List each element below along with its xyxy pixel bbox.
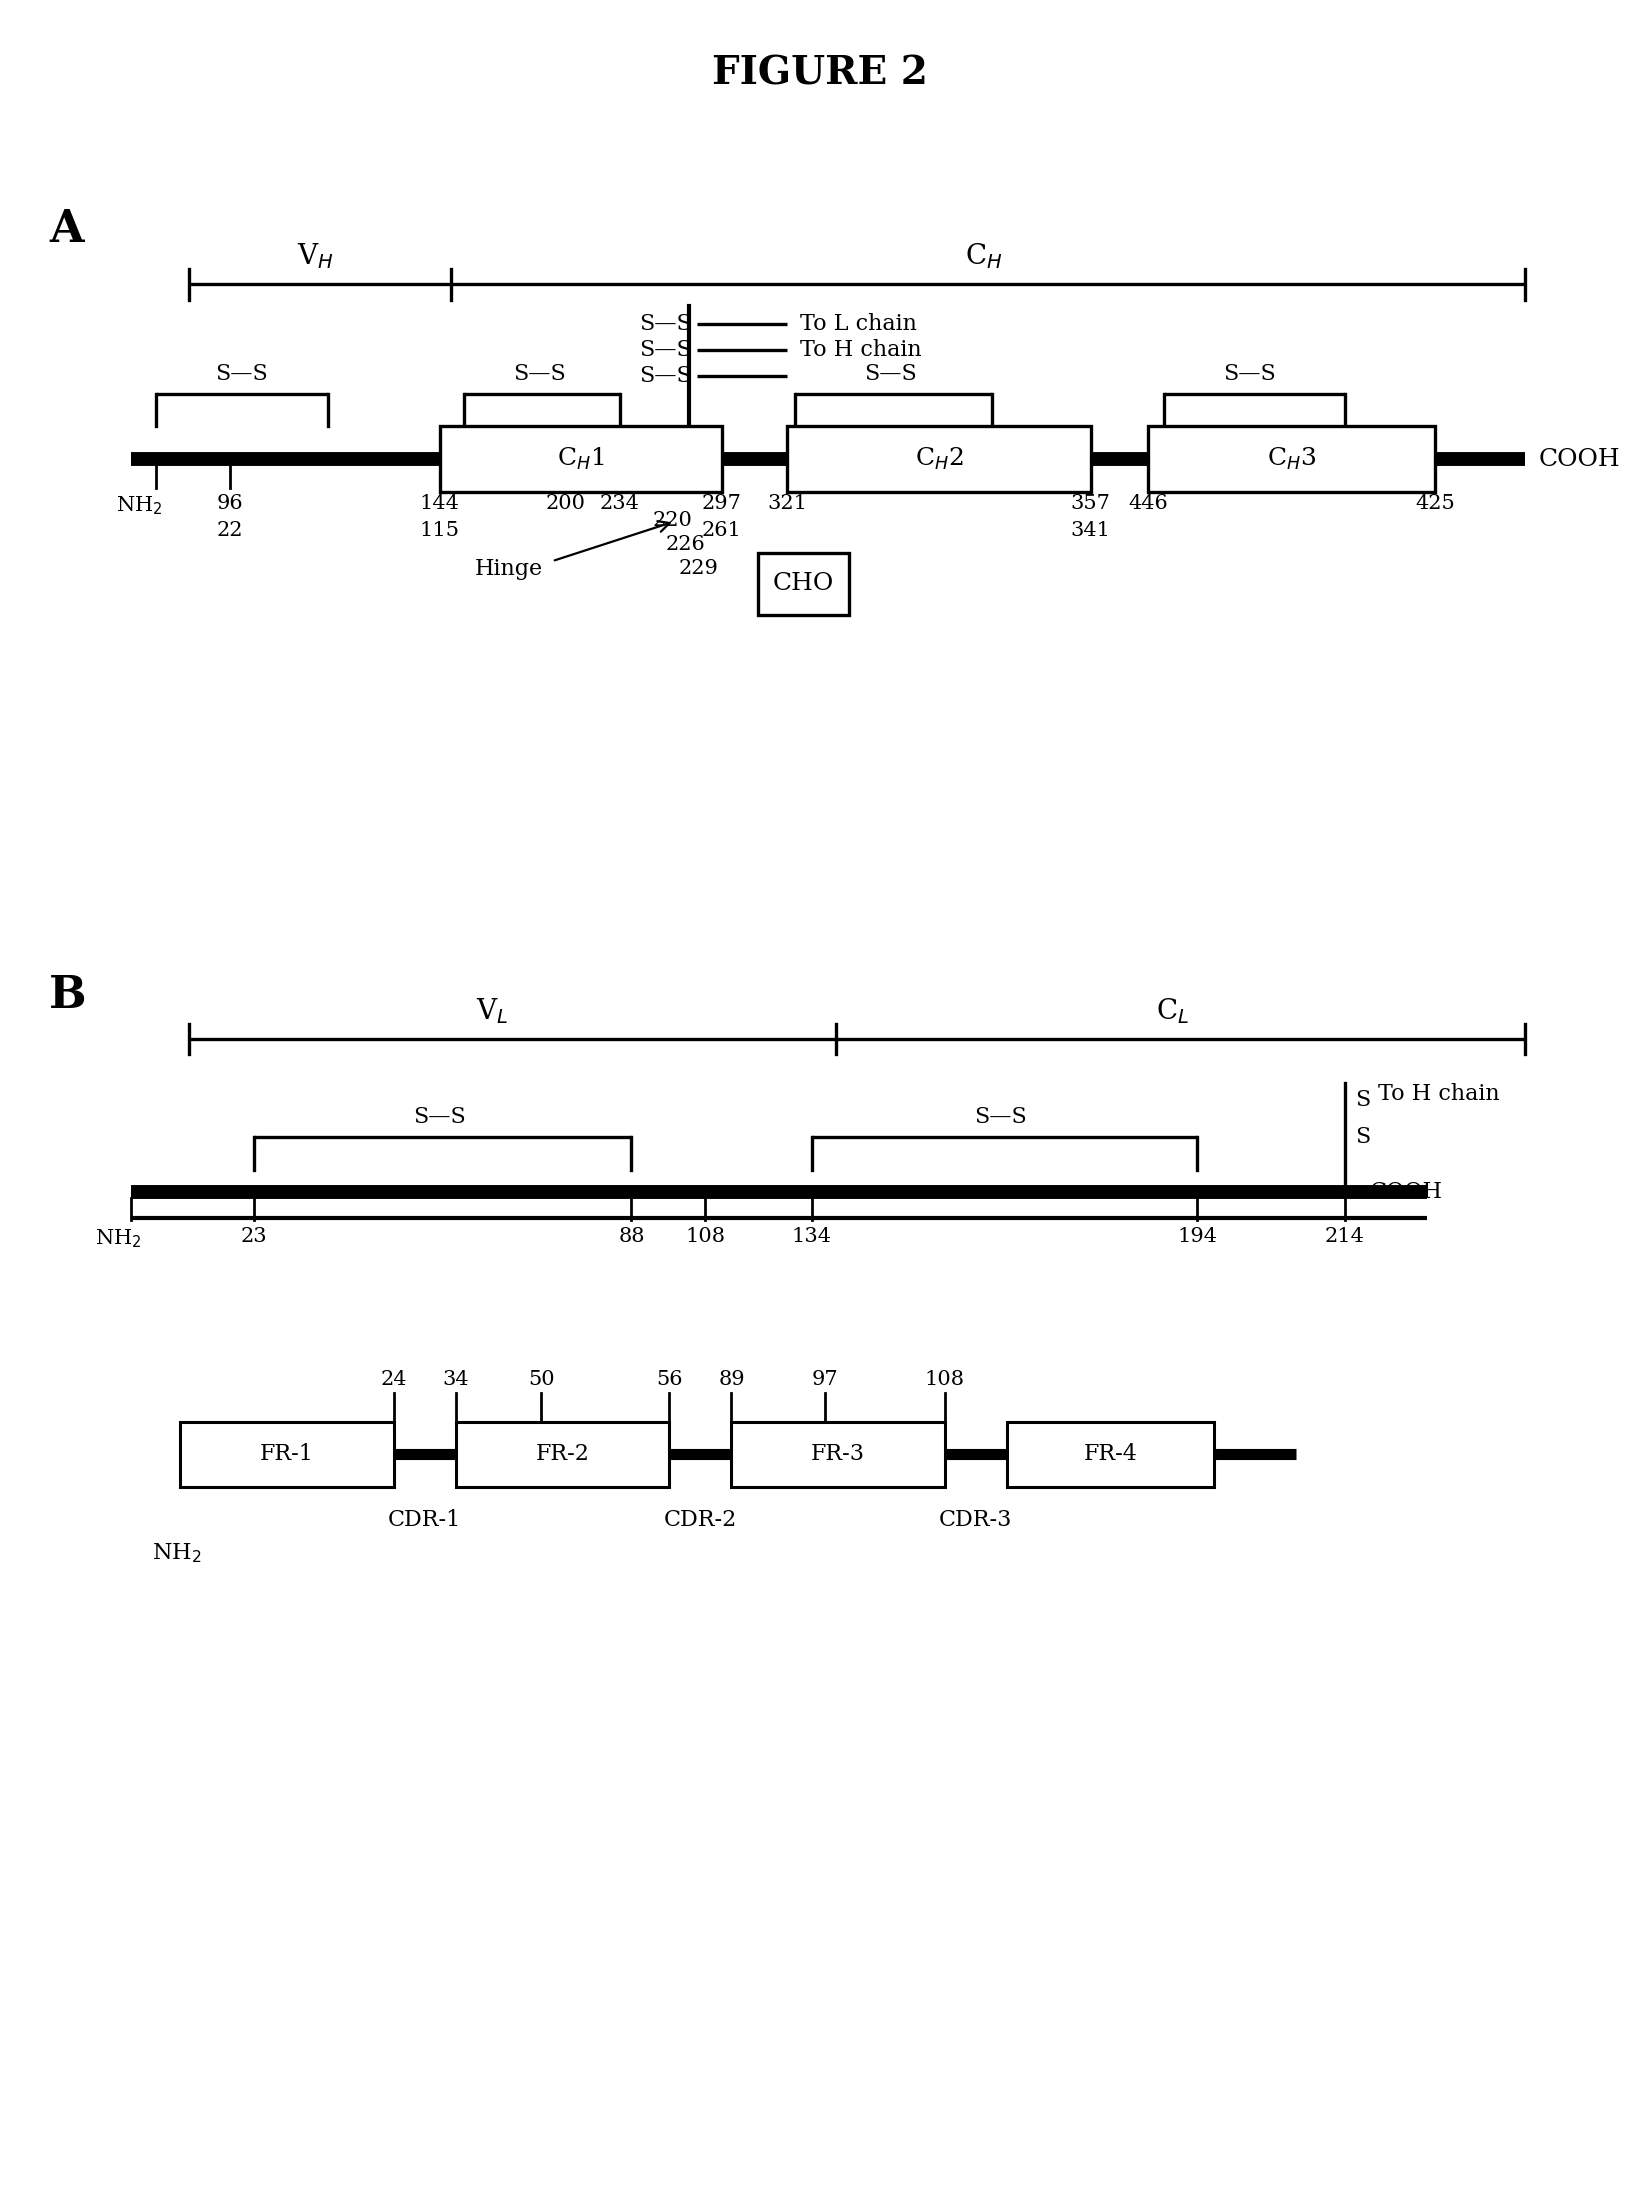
Text: CDR-3: CDR-3	[939, 1509, 1011, 1531]
Text: S—S: S—S	[1223, 363, 1275, 385]
Text: S—S: S—S	[864, 363, 916, 385]
Text: 234: 234	[600, 494, 639, 514]
Text: 425: 425	[1414, 494, 1454, 514]
Text: C$_{H}$2: C$_{H}$2	[915, 446, 962, 472]
Text: FR-3: FR-3	[811, 1443, 864, 1465]
Text: COOH: COOH	[1537, 448, 1619, 470]
Bar	[456, 1422, 669, 1487]
Text: V$_L$: V$_L$	[475, 995, 508, 1026]
Text: S—S: S—S	[639, 365, 692, 387]
Text: C$_{H}$1: C$_{H}$1	[557, 446, 603, 472]
Text: COOH: COOH	[1369, 1181, 1442, 1203]
Bar	[439, 426, 721, 492]
Text: 200: 200	[546, 494, 585, 514]
Text: S—S: S—S	[513, 363, 565, 385]
Text: 446: 446	[1128, 494, 1167, 514]
Text: C$_L$: C$_L$	[1155, 995, 1188, 1026]
Text: 144: 144	[420, 494, 459, 514]
Text: 357: 357	[1070, 494, 1110, 514]
Text: CHO: CHO	[772, 573, 834, 595]
Text: V$_H$: V$_H$	[297, 241, 333, 271]
Bar	[180, 1422, 393, 1487]
Text: 194: 194	[1177, 1227, 1216, 1247]
Text: A: A	[49, 208, 84, 252]
Text: FIGURE 2: FIGURE 2	[711, 55, 928, 92]
Text: 22: 22	[216, 521, 243, 540]
Text: B: B	[49, 973, 87, 1017]
Text: S—S: S—S	[639, 339, 692, 361]
Text: 261: 261	[701, 521, 741, 540]
Text: CDR-1: CDR-1	[388, 1509, 461, 1531]
Text: 134: 134	[792, 1227, 831, 1247]
Text: 50: 50	[528, 1369, 554, 1389]
Text: To L chain: To L chain	[800, 313, 916, 335]
Text: 96: 96	[216, 494, 243, 514]
Text: 115: 115	[420, 521, 459, 540]
Text: NH$_2$: NH$_2$	[95, 1227, 141, 1249]
Text: FR-2: FR-2	[536, 1443, 588, 1465]
Text: NH$_2$: NH$_2$	[152, 1542, 202, 1566]
Text: 108: 108	[685, 1227, 724, 1247]
Bar	[787, 426, 1090, 492]
Text: 108: 108	[924, 1369, 964, 1389]
Text: NH$_2$: NH$_2$	[116, 494, 162, 516]
Text: S—S: S—S	[413, 1107, 465, 1128]
Text: 56: 56	[656, 1369, 682, 1389]
Text: To H chain: To H chain	[800, 339, 921, 361]
Bar	[1147, 426, 1434, 492]
Text: S—S: S—S	[215, 363, 267, 385]
Bar	[1006, 1422, 1213, 1487]
Text: CDR-2: CDR-2	[664, 1509, 736, 1531]
Text: C$_{H}$3: C$_{H}$3	[1265, 446, 1316, 472]
Text: S: S	[1354, 1126, 1369, 1148]
Text: 88: 88	[618, 1227, 644, 1247]
Text: 321: 321	[767, 494, 806, 514]
Bar	[757, 553, 849, 615]
Text: FR-4: FR-4	[1083, 1443, 1136, 1465]
Text: 297: 297	[701, 494, 741, 514]
Text: S: S	[1354, 1089, 1369, 1111]
Text: 220: 220	[652, 512, 692, 529]
Text: 226: 226	[665, 536, 705, 553]
Text: 34: 34	[443, 1369, 469, 1389]
Text: 214: 214	[1324, 1227, 1364, 1247]
Text: Hinge: Hinge	[474, 558, 543, 580]
Text: 229: 229	[679, 560, 718, 577]
Text: 97: 97	[811, 1369, 838, 1389]
Text: C$_H$: C$_H$	[965, 241, 1001, 271]
Bar	[731, 1422, 944, 1487]
Text: FR-1: FR-1	[261, 1443, 313, 1465]
Text: 89: 89	[718, 1369, 744, 1389]
Text: To H chain: To H chain	[1377, 1083, 1498, 1104]
Text: 341: 341	[1070, 521, 1110, 540]
Text: 24: 24	[380, 1369, 406, 1389]
Text: S—S: S—S	[974, 1107, 1026, 1128]
Text: S—S: S—S	[639, 313, 692, 335]
Text: 23: 23	[241, 1227, 267, 1247]
